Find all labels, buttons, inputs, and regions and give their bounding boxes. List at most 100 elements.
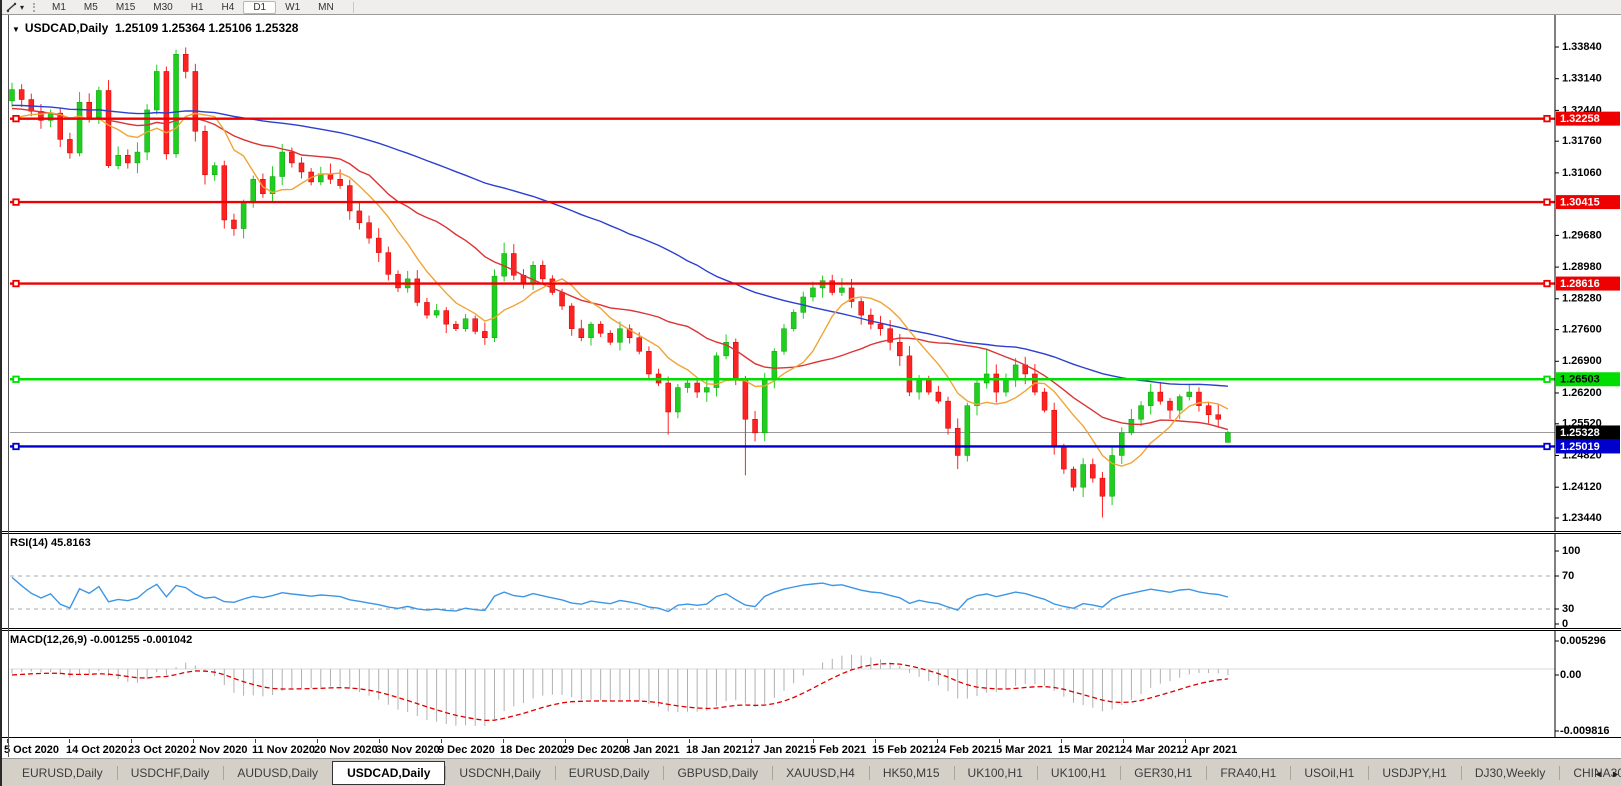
tool-dropdown-caret-icon[interactable]: ▾ bbox=[20, 2, 25, 12]
toolbar-grip[interactable] bbox=[33, 2, 36, 12]
chart-tab-HK50-M15[interactable]: HK50,M15 bbox=[868, 763, 954, 783]
chart-tab-USOil-H1[interactable]: USOil,H1 bbox=[1290, 763, 1368, 783]
candle-body bbox=[1215, 414, 1221, 420]
candle-body bbox=[414, 278, 421, 303]
timeframe-button-D1[interactable]: D1 bbox=[243, 0, 277, 14]
timeframe-button-H1[interactable]: H1 bbox=[190, 1, 204, 13]
timeframe-button-W1[interactable]: W1 bbox=[285, 1, 301, 13]
chart-tab-USDJPY-H1[interactable]: USDJPY,H1 bbox=[1368, 763, 1460, 783]
macd-pane[interactable]: 0.005296 0.00 -0.009816 MACD(12,26,9) -0.0… bbox=[2, 630, 1621, 738]
candle-body bbox=[337, 178, 343, 186]
candle-body bbox=[289, 151, 295, 164]
chart-tool-icon[interactable] bbox=[5, 2, 18, 13]
chart-tab-USDCHF-Daily[interactable]: USDCHF,Daily bbox=[116, 763, 224, 783]
candle-body bbox=[540, 265, 546, 280]
candle-body bbox=[347, 185, 353, 212]
date-label: 18 Dec 2020 bbox=[500, 744, 563, 756]
candle-body bbox=[67, 139, 73, 154]
chart-tab-XAUUSD-H4[interactable]: XAUUSD,H4 bbox=[772, 763, 869, 783]
candle-body bbox=[385, 252, 392, 275]
toolbar: ▾ M1 M5 M15 M30 H1 H4 D1 W1 MN bbox=[2, 0, 1621, 15]
candle-body bbox=[356, 210, 363, 223]
candle-body bbox=[96, 90, 102, 118]
price-axis-label: 1.33840 bbox=[1562, 41, 1602, 53]
date-label: 24 Feb 2021 bbox=[934, 744, 997, 756]
macd-label: MACD(12,26,9) -0.001255 -0.001042 bbox=[10, 634, 193, 646]
candle-body bbox=[1051, 409, 1057, 447]
candle-body bbox=[395, 274, 401, 289]
candle-body bbox=[868, 314, 874, 325]
chart-title: ▼ USDCAD,Daily 1.25109 1.25364 1.25106 1.… bbox=[12, 21, 298, 35]
candle-body bbox=[829, 280, 835, 293]
date-label: 5 Mar 2021 bbox=[996, 744, 1053, 756]
chart-tab-EURUSD-Daily[interactable]: EURUSD,Daily bbox=[22, 766, 103, 780]
chart-tab-DJ30-Weekly[interactable]: DJ30,Weekly bbox=[1460, 763, 1559, 783]
candle-body bbox=[926, 378, 932, 393]
date-tick bbox=[317, 739, 318, 743]
chart-tab-FRA40-H1[interactable]: FRA40,H1 bbox=[1206, 763, 1290, 783]
timeframe-button-M30[interactable]: M30 bbox=[153, 1, 173, 13]
candle-body bbox=[559, 292, 565, 307]
date-axis[interactable]: 5 Oct 2020 14 Oct 2020 23 Oct 2020 2 Nov 20… bbox=[2, 739, 1621, 758]
candle-body bbox=[781, 328, 787, 352]
chart-tab-AUDUSD-Daily[interactable]: AUDUSD,Daily bbox=[223, 763, 332, 783]
candle-body bbox=[665, 382, 671, 413]
candle-body bbox=[298, 162, 305, 173]
candle-body bbox=[1205, 405, 1212, 415]
date-tick bbox=[565, 739, 566, 743]
tabs-scroll-left-icon[interactable]: ◄ bbox=[1593, 769, 1603, 779]
date-tick bbox=[875, 739, 876, 743]
line-anchor bbox=[1543, 198, 1551, 206]
date-tick bbox=[441, 739, 442, 743]
price-axis-label: 1.28280 bbox=[1562, 293, 1602, 305]
chart-tabs-bar: EURUSD,Daily USDCHF,Daily AUDUSD,Daily USDC… bbox=[2, 758, 1621, 786]
chart-tab-UK100-H1[interactable]: UK100,H1 bbox=[1036, 763, 1120, 783]
timeframe-button-M15[interactable]: M15 bbox=[115, 1, 136, 13]
price-tag-label: 1.28616 bbox=[1560, 278, 1600, 290]
candle-body bbox=[887, 328, 893, 343]
macd-signal-line bbox=[11, 662, 1228, 722]
chart-tab-USDCAD-Daily[interactable]: USDCAD,Daily bbox=[332, 761, 446, 785]
line-anchor bbox=[12, 198, 20, 206]
timeframe-button-H4[interactable]: H4 bbox=[221, 1, 235, 13]
date-tick bbox=[7, 739, 8, 743]
rsi-axis-label: 0 bbox=[1562, 618, 1568, 628]
candle-body bbox=[482, 331, 488, 338]
candle-body bbox=[1070, 468, 1077, 488]
candle-body bbox=[877, 323, 884, 329]
candle-body bbox=[771, 351, 778, 379]
tabs-scroll-right-icon[interactable]: ► bbox=[1611, 769, 1620, 779]
candle-body bbox=[115, 154, 121, 166]
candle-body bbox=[250, 178, 256, 203]
candle-body bbox=[839, 287, 845, 293]
symbol-dropdown-icon[interactable]: ▼ bbox=[12, 25, 20, 34]
main-chart-pane[interactable]: 1.33840 1.33140 1.32440 1.31760 1.31060 1.296… bbox=[2, 15, 1621, 532]
timeframe-button-M5[interactable]: M5 bbox=[83, 1, 98, 13]
candle-body bbox=[462, 318, 469, 329]
chart-tab-USDCNH-Daily[interactable]: USDCNH,Daily bbox=[445, 763, 554, 783]
timeframe-button-MN[interactable]: MN bbox=[318, 1, 334, 13]
date-label: 27 Jan 2021 bbox=[748, 744, 810, 756]
candle-body bbox=[182, 53, 189, 72]
chart-tab-CHINA300-H1[interactable]: CHINA300,H1 bbox=[1559, 763, 1621, 783]
rsi-label: RSI(14) 45.8163 bbox=[10, 537, 91, 549]
chart-tab-GER30-H1[interactable]: GER30,H1 bbox=[1120, 763, 1206, 783]
price-tag-bg bbox=[1556, 372, 1620, 387]
price-tag-bg bbox=[1556, 425, 1620, 440]
candle-body bbox=[1119, 432, 1125, 456]
chart-tab-UK100-H1[interactable]: UK100,H1 bbox=[953, 763, 1037, 783]
date-label: 9 Dec 2020 bbox=[438, 744, 495, 756]
candle-body bbox=[790, 312, 797, 329]
line-anchor bbox=[12, 442, 20, 451]
line-anchor bbox=[12, 375, 20, 383]
timeframe-button-M1[interactable]: M1 bbox=[52, 1, 66, 13]
tab-scroll-arrows: ◄ ► bbox=[1588, 769, 1620, 779]
candle-body bbox=[1041, 391, 1048, 411]
rsi-axis-label: 100 bbox=[1562, 545, 1580, 557]
chart-tab-EURUSD-Daily[interactable]: EURUSD,Daily bbox=[554, 763, 664, 783]
price-tag-bg bbox=[1556, 111, 1620, 126]
rsi-pane[interactable]: 100 70 30 0 RSI(14) 45.8163 bbox=[2, 533, 1621, 629]
candle-body bbox=[125, 154, 131, 164]
chart-tab-GBPUSD-Daily[interactable]: GBPUSD,Daily bbox=[663, 763, 772, 783]
date-label: 8 Jan 2021 bbox=[624, 744, 680, 756]
